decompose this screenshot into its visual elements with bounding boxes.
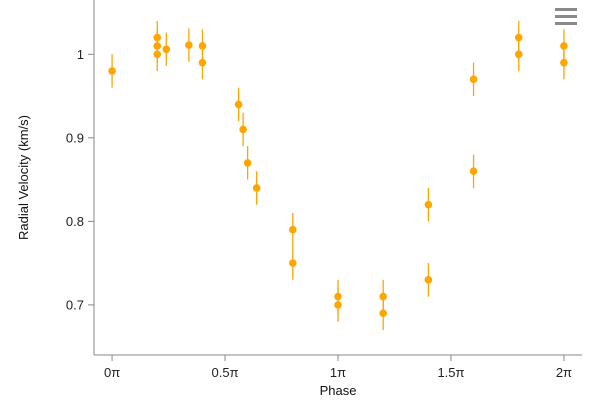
- x-tick-label: 1.5π: [437, 365, 464, 380]
- data-point: [334, 301, 342, 309]
- data-point: [153, 42, 162, 50]
- data-point: [243, 159, 252, 167]
- data-point: [469, 75, 478, 84]
- data-point: [153, 33, 162, 42]
- data-point: [469, 167, 478, 176]
- data-point: [289, 225, 297, 234]
- data-point: [379, 309, 387, 318]
- y-tick-label: 1: [77, 47, 84, 62]
- data-point: [252, 184, 261, 192]
- data-point: [514, 50, 523, 59]
- hamburger-menu-icon[interactable]: [551, 4, 581, 30]
- x-tick-label: 0π: [104, 365, 120, 380]
- data-point: [334, 292, 342, 301]
- x-tick-label: 2π: [556, 365, 572, 380]
- y-tick-label: 0.9: [66, 130, 84, 145]
- y-tick-label: 0.7: [66, 297, 84, 312]
- y-axis-ticks: 0.7 0.8 0.9 1: [66, 47, 94, 312]
- data-point: [234, 100, 243, 109]
- data-point: [162, 45, 171, 54]
- data-point: [108, 67, 116, 75]
- data-point: [153, 50, 162, 59]
- error-bars: [111, 20, 565, 330]
- data-point: [514, 33, 523, 42]
- menu-bar-line: [555, 8, 577, 11]
- x-tick-label: 0.5π: [212, 365, 239, 380]
- x-axis-ticks: 0π 0.5π 1π 1.5π 2π: [104, 355, 572, 380]
- y-axis-title: Radial Velocity (km/s): [16, 115, 31, 240]
- data-point: [198, 58, 207, 67]
- data-point: [379, 292, 387, 301]
- data-point: [560, 42, 568, 50]
- menu-bar-line: [555, 22, 577, 25]
- data-point: [289, 259, 297, 267]
- data-points: [108, 33, 568, 318]
- data-point: [185, 41, 193, 49]
- x-axis-title: Phase: [320, 383, 357, 398]
- data-point: [239, 125, 247, 134]
- data-point: [424, 200, 433, 209]
- x-tick-label: 1π: [330, 365, 346, 380]
- data-point: [424, 276, 433, 284]
- y-tick-label: 0.8: [66, 214, 84, 229]
- data-point: [198, 42, 207, 50]
- data-point: [560, 58, 568, 67]
- menu-bar-line: [555, 15, 577, 18]
